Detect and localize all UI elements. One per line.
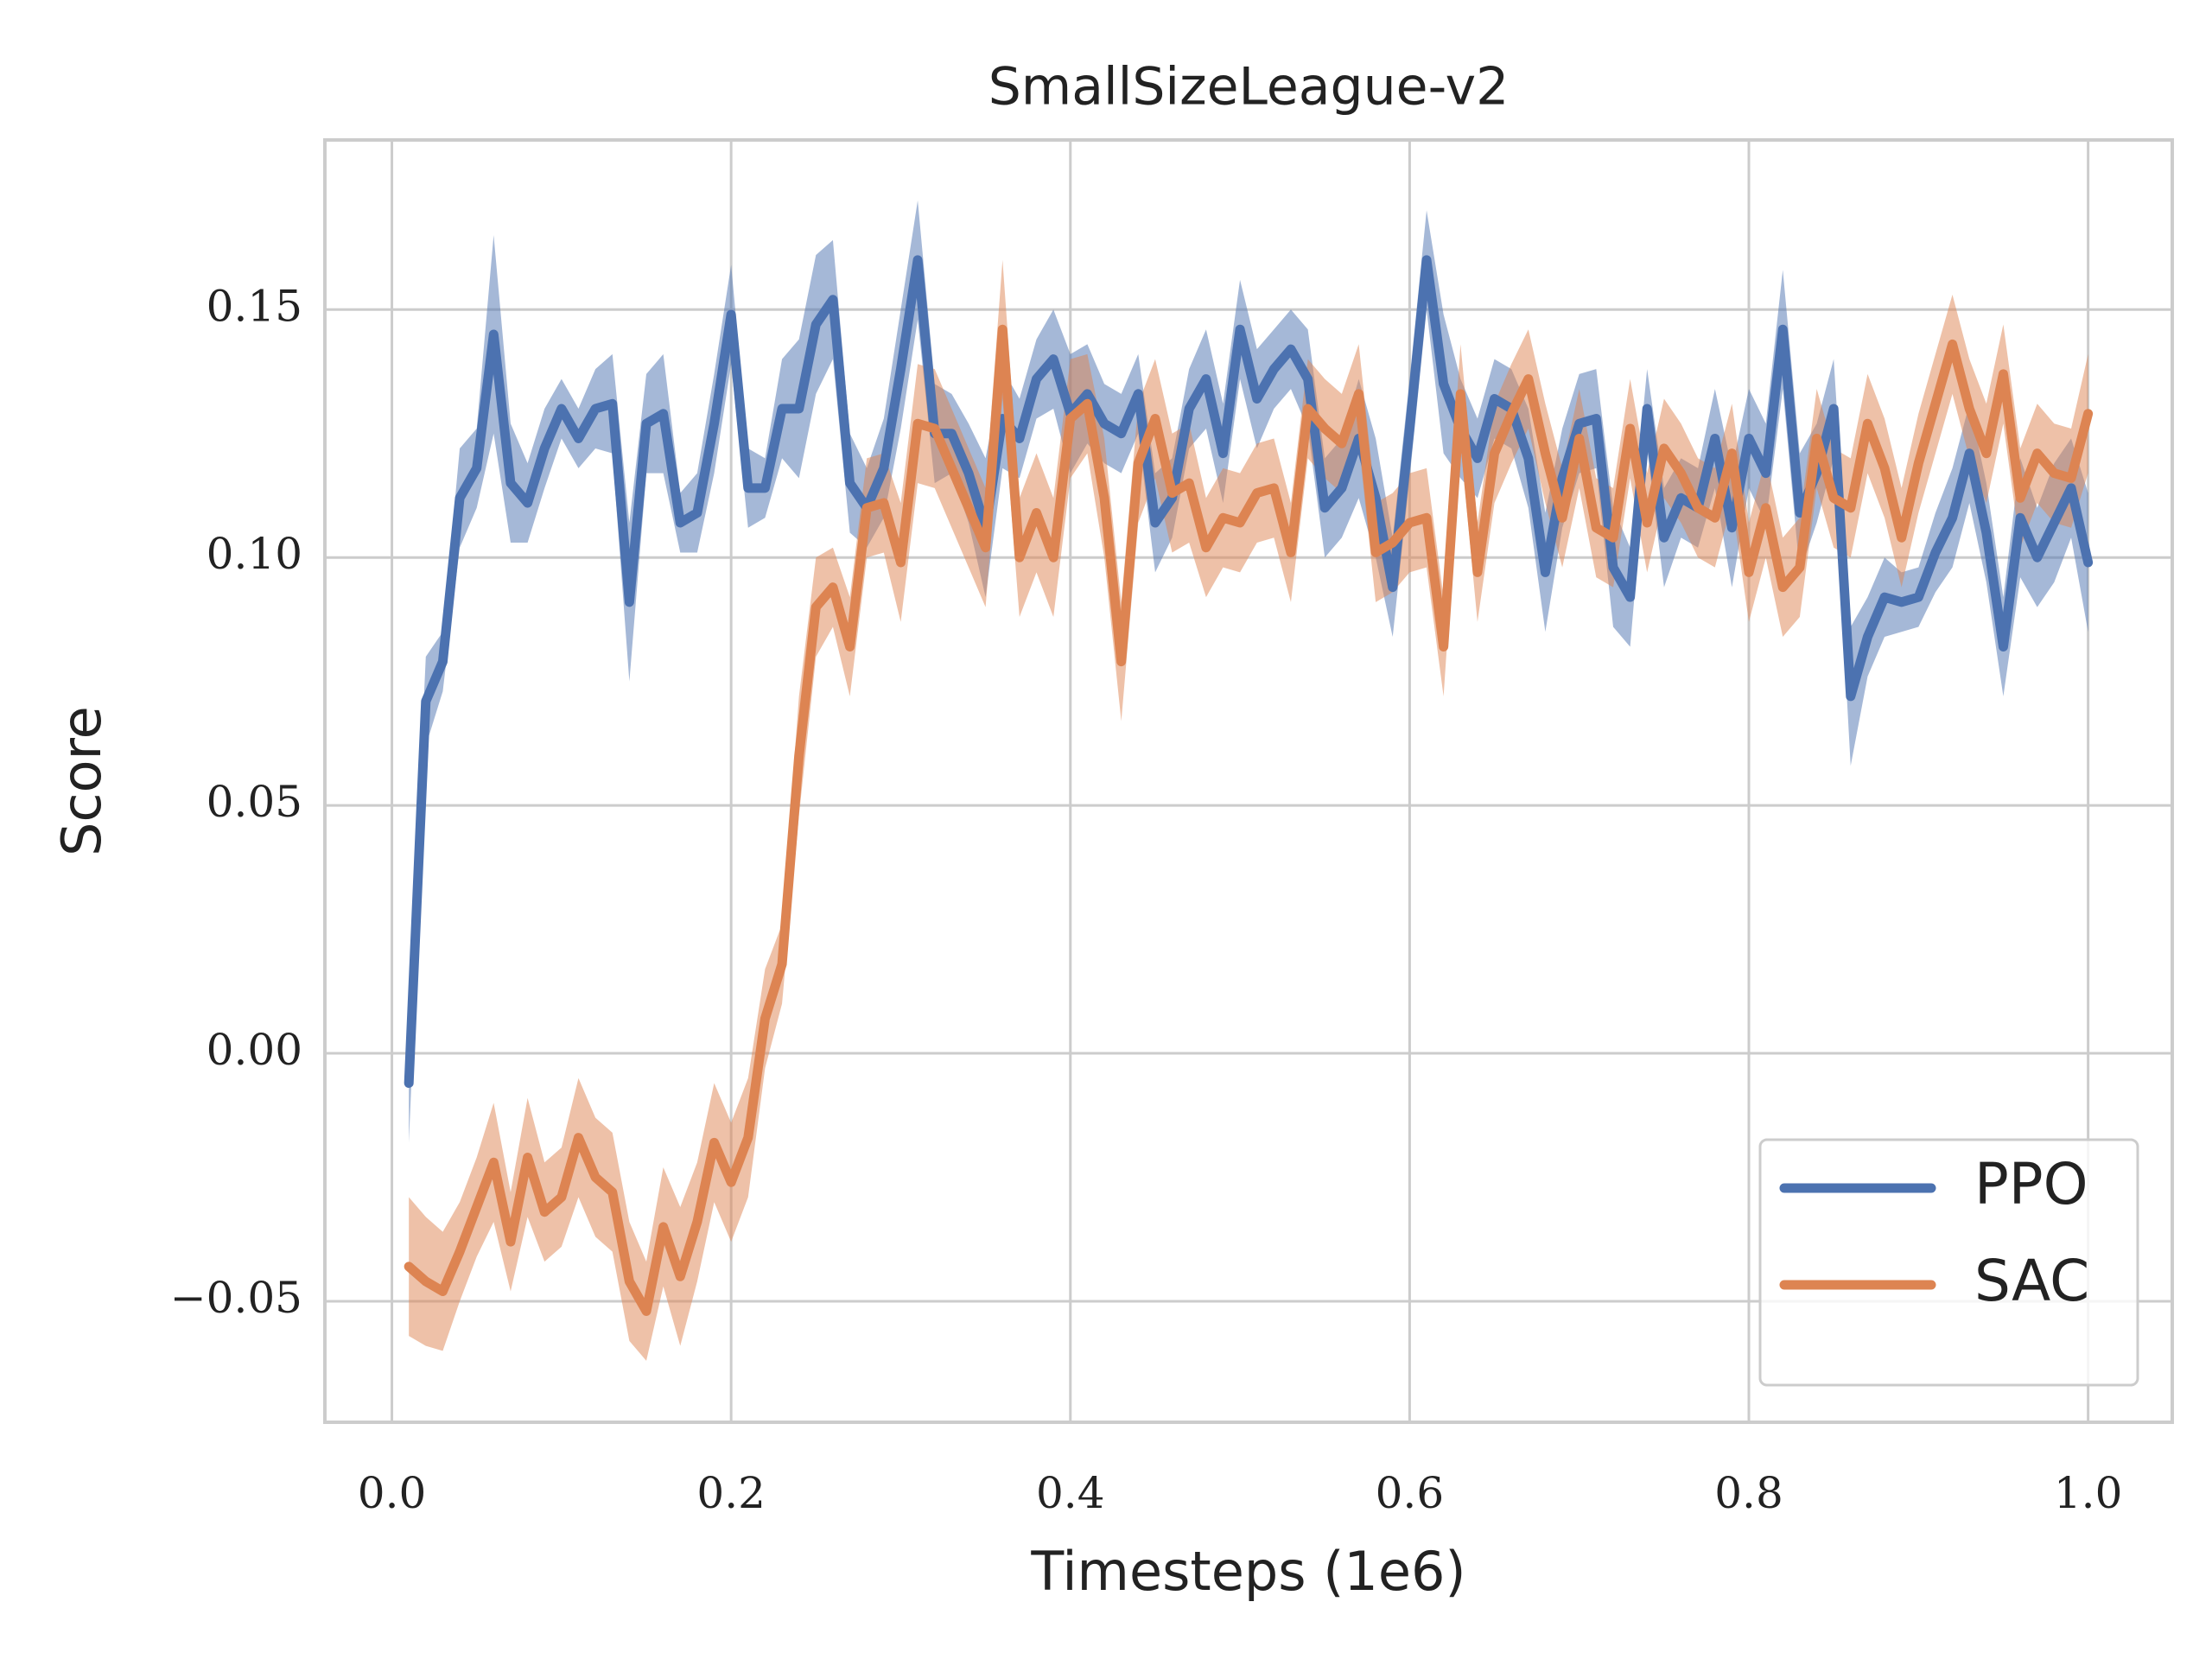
x-tick-label: 0.4: [1036, 1468, 1105, 1518]
line: [404, 324, 2094, 1316]
chart-title: SmallSizeLeague-v2: [988, 57, 1510, 118]
y-tick-label: 0.10: [207, 529, 302, 579]
plot-frame: [323, 138, 2174, 1424]
x-tick-label: 0.6: [1376, 1468, 1445, 1518]
legend-label: PPO: [1974, 1151, 2088, 1217]
legend-label: SAC: [1974, 1248, 2089, 1314]
legend-box: [1758, 1138, 2139, 1387]
y-tick-label: 0.00: [207, 1025, 302, 1075]
y-tick-label: 0.15: [207, 281, 302, 331]
y-axis-label: Score: [50, 706, 113, 856]
error-band: [409, 200, 2088, 1143]
y-tick-label: −0.05: [170, 1273, 302, 1323]
x-tick-label: 0.8: [1714, 1468, 1783, 1518]
x-tick-label: 0.0: [358, 1468, 427, 1518]
y-tick-label: 0.05: [207, 777, 302, 827]
x-axis-label: Timesteps (1e6): [1030, 1540, 1465, 1603]
x-tick-label: 0.2: [696, 1468, 766, 1518]
legend: PPO SAC: [1758, 1138, 2139, 1387]
error-band: [409, 259, 2088, 1361]
x-tick-label: 1.0: [2054, 1468, 2123, 1518]
